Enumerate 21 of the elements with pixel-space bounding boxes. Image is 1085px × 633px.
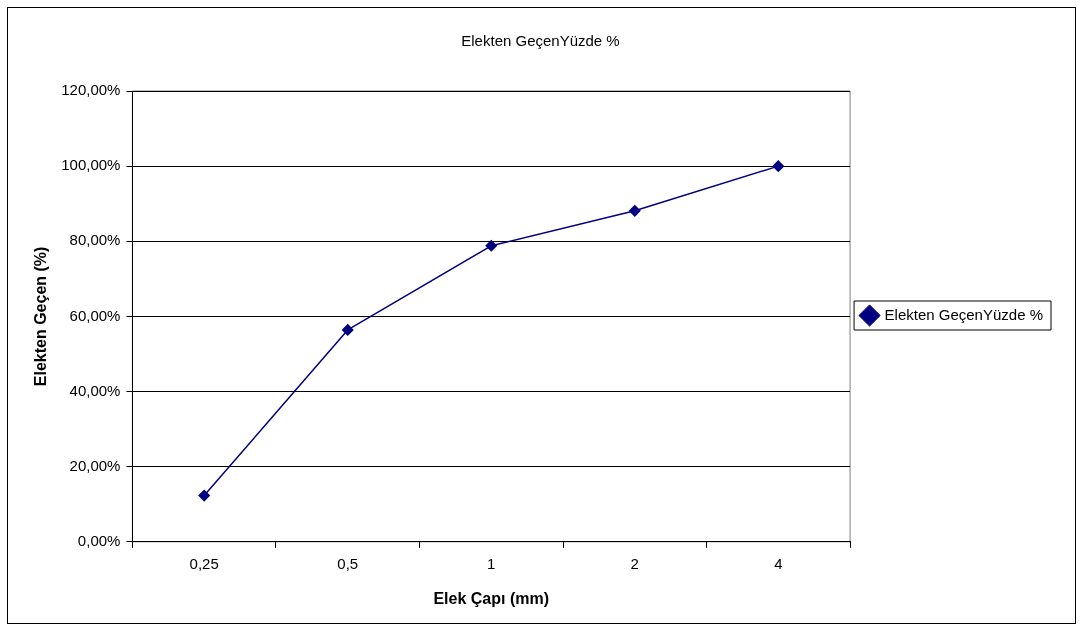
y-tick-label: 0,00%: [77, 531, 121, 549]
y-tick-label: 20,00%: [69, 456, 121, 474]
x-tick-label: 2: [630, 554, 639, 572]
y-tick-label: 60,00%: [69, 306, 121, 324]
point: [341, 324, 354, 336]
y-tick-label: 100,00%: [61, 156, 121, 174]
point: [629, 205, 641, 217]
x-tick-label: 0,5: [337, 554, 359, 572]
point: [485, 240, 497, 252]
x-axis-title: Elek Çapı (mm): [433, 589, 550, 607]
y-axis-title: Elekten Geçen (%): [32, 246, 50, 387]
point: [772, 160, 785, 172]
legend-label: Elekten GeçenYüzde %: [884, 305, 1044, 323]
y-tick-label: 80,00%: [69, 231, 121, 249]
point: [198, 489, 210, 502]
x-tick-label: 0,25: [189, 554, 219, 572]
y-tick-label: 40,00%: [69, 381, 121, 399]
x-tick-label: 4: [774, 554, 783, 572]
y-tick-label: 120,00%: [61, 81, 121, 99]
x-tick-label: 1: [487, 554, 496, 572]
chart-title: Elekten GeçenYüzde %: [461, 32, 620, 50]
